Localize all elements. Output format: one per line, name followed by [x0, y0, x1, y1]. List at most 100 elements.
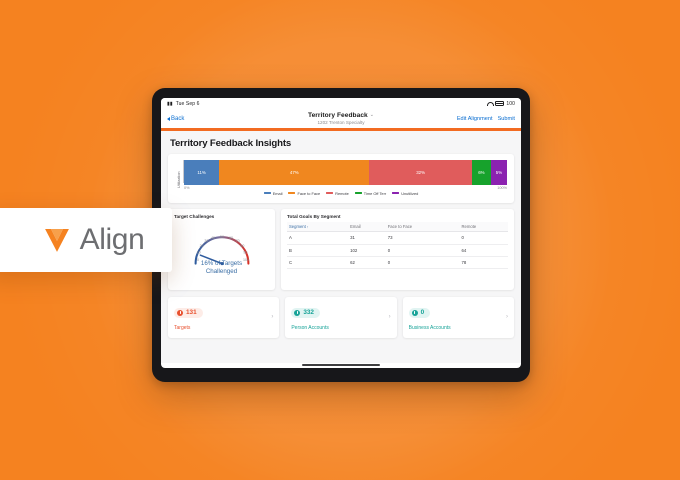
table-row[interactable]: B 102 0 64 — [287, 244, 508, 257]
legend-label: Email — [272, 190, 283, 196]
table-body: A 31 73 0 B 102 0 64 C 62 0 78 — [287, 231, 508, 269]
kpi-count: 0 — [420, 309, 425, 317]
total-goals-title: Total Goals By Segment — [287, 213, 341, 219]
status-bar-left: ▮▮ Tue Sep 6 — [167, 101, 200, 107]
legend-label: Face to Face — [297, 190, 321, 196]
battery-icon — [494, 101, 505, 106]
legend-item-remote[interactable]: Remote — [326, 191, 349, 196]
table-cell: 0 — [459, 231, 508, 245]
bar-segment-face-to-face[interactable]: 47% — [219, 159, 370, 185]
table-cell: 31 — [348, 231, 386, 245]
column-header-email[interactable]: Email — [348, 221, 386, 233]
chart-x-axis-ticks: 0% 100% — [184, 185, 507, 193]
table-cell: 73 — [385, 231, 460, 245]
table-row[interactable]: C 62 0 78 — [287, 256, 508, 269]
page-title: Territory Feedback Insights — [170, 137, 292, 149]
kpi-count-pill: 332 — [291, 307, 320, 318]
chevron-right-icon[interactable]: › — [505, 314, 508, 321]
table-cell: 102 — [348, 244, 386, 257]
legend-item-unutilized[interactable]: Unutilized — [392, 191, 418, 196]
legend-item-email[interactable]: Email — [263, 190, 283, 196]
nav-title-text: Territory Feedback — [307, 112, 368, 119]
stacked-bar: 11% 47% 32% 6% 5% — [184, 159, 507, 185]
bar-segment-time-off-terr[interactable]: 6% — [471, 159, 491, 185]
table-head: Segment ↑ Email Face to Face Remote — [287, 221, 508, 233]
wifi-icon — [487, 101, 495, 106]
status-bar-time: Tue Sep 6 — [175, 100, 200, 107]
bar-segment-unutilized[interactable]: 5% — [490, 159, 507, 185]
signal-icon: ▮▮ — [167, 100, 173, 107]
svg-text:100: 100 — [243, 258, 249, 262]
legend-swatch — [288, 191, 296, 195]
table-cell: 64 — [459, 244, 508, 257]
insight-panels: Target Challenges — [168, 208, 514, 290]
chart-legend: Email Face to Face Remote Time Off Terr Unut… — [175, 191, 507, 196]
gauge-caption: 16% of Targets Challenged — [201, 260, 242, 276]
svg-text:0: 0 — [197, 258, 199, 262]
kpi-card-business-accounts[interactable]: 0 Business Accounts › — [402, 296, 514, 338]
svg-text:80: 80 — [240, 243, 244, 247]
column-header-segment[interactable]: Segment ↑ — [287, 221, 349, 233]
column-header-remote[interactable]: Remote — [459, 221, 508, 233]
battery-level: 100 — [506, 100, 515, 107]
legend-swatch — [263, 191, 271, 195]
status-bar-right: 100 — [487, 101, 515, 107]
kpi-card-targets[interactable]: 131 Targets › — [168, 296, 280, 338]
target-challenges-title: Target Challenges — [174, 213, 215, 219]
chevron-right-icon[interactable]: › — [388, 314, 391, 321]
home-indicator[interactable] — [302, 363, 380, 366]
target-challenges-panel: Target Challenges — [168, 208, 275, 290]
kpi-count-pill: 0 — [408, 307, 431, 318]
sort-ascending-icon: ↑ — [305, 224, 309, 229]
legend-label: Time Off Terr — [363, 190, 387, 196]
x-tick-max: 100% — [497, 185, 507, 190]
table-cell: 78 — [459, 256, 508, 269]
nav-bar: Back Territory Feedback ⌄ 1202 Trenton Sp… — [161, 109, 521, 128]
chevron-left-icon — [167, 116, 170, 121]
kpi-card-person-accounts[interactable]: 332 Person Accounts › — [285, 296, 397, 338]
back-button-label: Back — [171, 115, 185, 122]
table-row[interactable]: A 31 73 0 — [287, 231, 508, 245]
kpi-count-pill: 131 — [174, 307, 203, 318]
legend-item-face-to-face[interactable]: Face to Face — [288, 191, 320, 196]
align-logo-card: Align — [0, 208, 172, 272]
gauge-area: 0 10 20 30 40 50 60 70 80 90 — [174, 222, 269, 284]
svg-text:90: 90 — [243, 250, 247, 254]
gauge-caption-line1: 16% of Targets — [200, 259, 243, 267]
kpi-count: 332 — [303, 309, 314, 317]
table-cell: 62 — [348, 256, 386, 269]
kpi-card-row: 131 Targets › 332 Person Accounts › 0 Business … — [168, 296, 514, 338]
back-button[interactable]: Back — [167, 116, 184, 122]
align-v-chevron-icon — [44, 228, 69, 252]
chevron-down-icon: ⌄ — [369, 112, 375, 118]
tablet-screen: ▮▮ Tue Sep 6 100 Back Territory Feedba — [161, 98, 521, 368]
kpi-count: 131 — [186, 309, 197, 317]
edit-alignment-button[interactable]: Edit Alignment — [456, 115, 493, 122]
page-content: Territory Feedback Insights Utilization … — [161, 130, 521, 363]
submit-button[interactable]: Submit — [497, 115, 515, 122]
person-badge-icon — [294, 309, 301, 316]
svg-text:30: 30 — [204, 239, 208, 243]
business-badge-icon — [411, 309, 418, 316]
column-header-face-to-face[interactable]: Face to Face — [385, 221, 460, 233]
legend-swatch — [326, 191, 334, 195]
legend-item-time-off-terr[interactable]: Time Off Terr — [354, 190, 387, 196]
legend-label: Unutilized — [401, 190, 419, 196]
utilization-chart: Utilization 11% 47% 32% 6% 5% 0% 100% — [175, 159, 507, 193]
accent-rule — [161, 128, 521, 131]
svg-text:40: 40 — [211, 236, 215, 240]
svg-text:70: 70 — [235, 239, 239, 243]
bar-segment-remote[interactable]: 32% — [369, 159, 472, 185]
tablet-device: ▮▮ Tue Sep 6 100 Back Territory Feedba — [152, 88, 530, 382]
chart-y-axis-line — [183, 159, 184, 183]
nav-actions: Edit Alignment Submit — [457, 116, 515, 122]
table-cell: B — [287, 244, 349, 257]
total-goals-table: Segment ↑ Email Face to Face Remote A 31 73 0 B… — [287, 221, 508, 269]
chevron-right-icon[interactable]: › — [271, 314, 274, 321]
total-goals-panel: Total Goals By Segment Segment ↑ Email Fac… — [281, 208, 514, 290]
kpi-label: Business Accounts — [408, 324, 451, 331]
align-wordmark: Align — [79, 223, 145, 256]
legend-swatch — [392, 191, 400, 195]
bar-segment-email[interactable]: 11% — [184, 159, 220, 185]
